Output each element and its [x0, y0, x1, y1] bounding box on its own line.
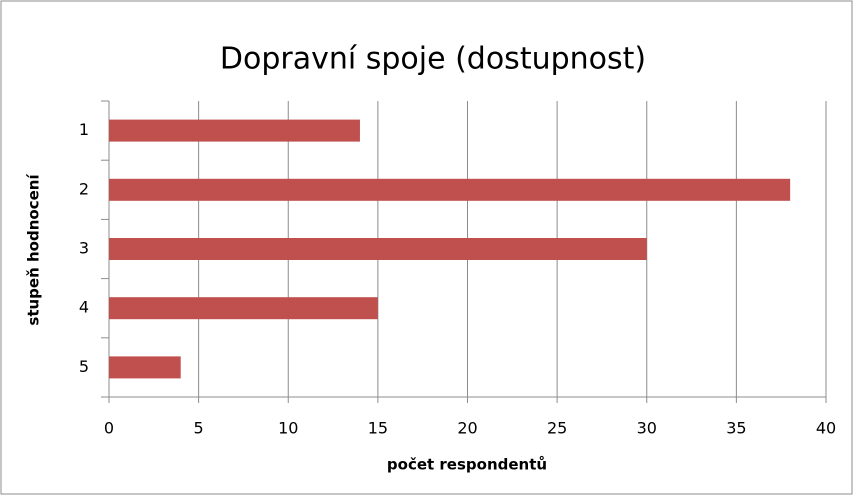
bar — [109, 297, 378, 320]
chart-title: Dopravní spoje (dostupnost) — [220, 42, 646, 77]
x-axis-label: počet respondentů — [387, 456, 547, 474]
x-tick-label: 35 — [726, 419, 746, 438]
y-axis-label: stupeň hodnocení — [25, 174, 43, 326]
x-tick-label: 10 — [278, 419, 298, 438]
bar — [109, 356, 181, 379]
y-tick-label: 2 — [79, 179, 89, 198]
y-tick-label: 1 — [79, 120, 89, 139]
x-tick-label: 15 — [368, 419, 388, 438]
y-tick-label: 5 — [79, 357, 89, 376]
x-tick-label: 20 — [457, 419, 477, 438]
x-tick-label: 0 — [104, 419, 114, 438]
x-tick-label: 30 — [637, 419, 657, 438]
bar — [109, 119, 360, 142]
x-tick-label: 5 — [194, 419, 204, 438]
y-tick-label: 3 — [79, 239, 89, 258]
bar — [109, 178, 791, 201]
y-tick-label: 4 — [79, 298, 89, 317]
x-tick-label: 25 — [547, 419, 567, 438]
x-tick-label: 40 — [816, 419, 836, 438]
bar — [109, 238, 647, 260]
